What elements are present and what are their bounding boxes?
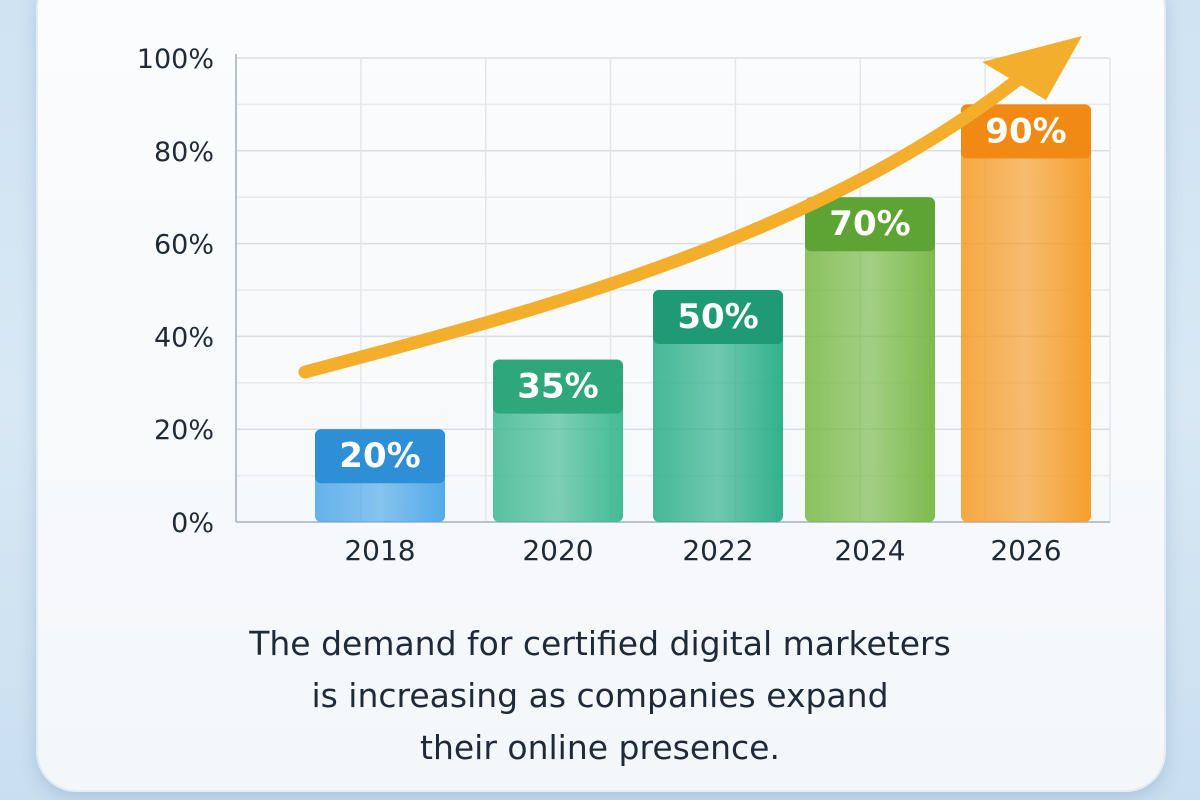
trend-arrow: [298, 36, 1082, 379]
trend-arrow-shaft: [298, 63, 1037, 379]
bar-label-band: [653, 290, 783, 344]
y-tick-label: 40%: [154, 322, 214, 353]
bar-value-label: 20%: [339, 436, 420, 476]
bar-value-label: 50%: [677, 297, 758, 337]
y-tick-label: 0%: [171, 508, 214, 539]
x-tick-label: 2026: [990, 534, 1061, 567]
trend-arrow-head: [982, 36, 1082, 100]
x-tick-label: 2018: [344, 534, 415, 567]
x-tick-label: 2024: [834, 534, 905, 567]
bar-label-band: [493, 359, 623, 414]
caption: The demand for certified digital markete…: [100, 618, 1100, 774]
bar-2022: [653, 290, 783, 522]
y-tick-label: 100%: [137, 44, 214, 75]
bar-value-label: 70%: [829, 204, 910, 244]
bar-label-band: [315, 429, 445, 484]
y-axis-ticks: 0% 20% 40% 60% 80% 100%: [137, 44, 214, 539]
bar-2024: [805, 197, 935, 522]
bar-value-label: 90%: [985, 111, 1066, 151]
y-tick-label: 60%: [154, 230, 214, 261]
caption-line-1: The demand for certified digital markete…: [249, 624, 951, 663]
chart-bars: 20% 35% 50% 70% 90%: [315, 104, 1091, 523]
y-tick-label: 80%: [154, 137, 214, 168]
bar-label-band: [961, 104, 1091, 159]
x-axis-ticks: 2018 2020 2022 2024 2026: [344, 534, 1061, 567]
x-tick-label: 2020: [522, 534, 593, 567]
caption-line-3: their online presence.: [420, 728, 780, 767]
bar-value-label: 35%: [517, 367, 598, 407]
caption-line-2: is increasing as companies expand: [311, 676, 889, 715]
x-tick-label: 2022: [682, 534, 753, 567]
bar-2026: [961, 104, 1091, 523]
bar-label-band: [805, 197, 935, 252]
y-tick-label: 20%: [154, 415, 214, 446]
